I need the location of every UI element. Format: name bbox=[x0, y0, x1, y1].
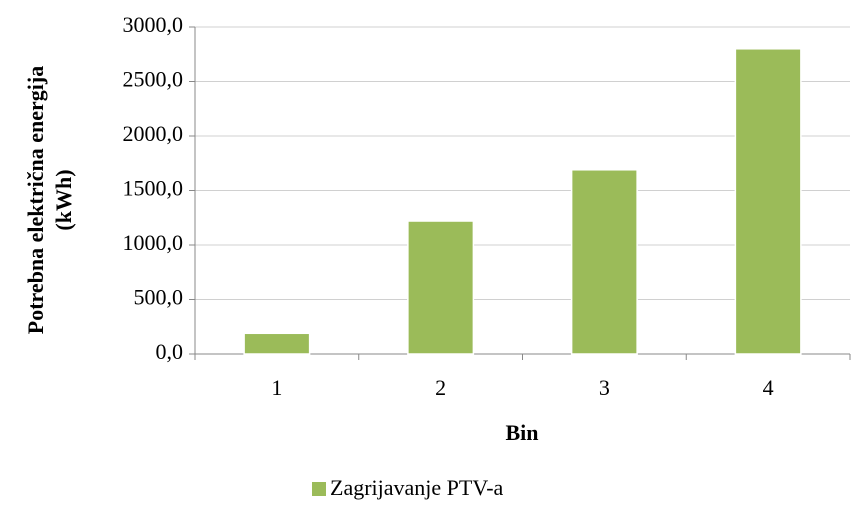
y-tick-label: 0,0 bbox=[156, 339, 184, 364]
bar bbox=[407, 220, 475, 355]
y-tick-label: 3000,0 bbox=[123, 12, 184, 37]
y-tick-label: 1500,0 bbox=[123, 176, 184, 201]
x-tick-label: 2 bbox=[435, 375, 446, 400]
bar bbox=[243, 332, 311, 355]
y-tick-label: 2000,0 bbox=[123, 121, 184, 146]
x-tick-label: 3 bbox=[599, 375, 610, 400]
bar bbox=[570, 169, 638, 355]
y-axis-label: (kWh) bbox=[51, 169, 76, 230]
bar bbox=[734, 48, 802, 355]
y-tick-label: 2500,0 bbox=[123, 67, 184, 92]
y-tick-label: 1000,0 bbox=[123, 230, 184, 255]
legend-label: Zagrijavanje PTV-a bbox=[330, 475, 504, 500]
y-axis-label: Potrebna električna energija bbox=[23, 66, 48, 334]
x-tick-label: 4 bbox=[763, 375, 774, 400]
y-tick-label: 500,0 bbox=[134, 285, 184, 310]
legend-swatch bbox=[312, 482, 326, 496]
y-label-group: Potrebna električna energija (kWh) bbox=[23, 66, 76, 334]
x-axis-label: Bin bbox=[505, 420, 538, 445]
x-tick-label: 1 bbox=[271, 375, 282, 400]
